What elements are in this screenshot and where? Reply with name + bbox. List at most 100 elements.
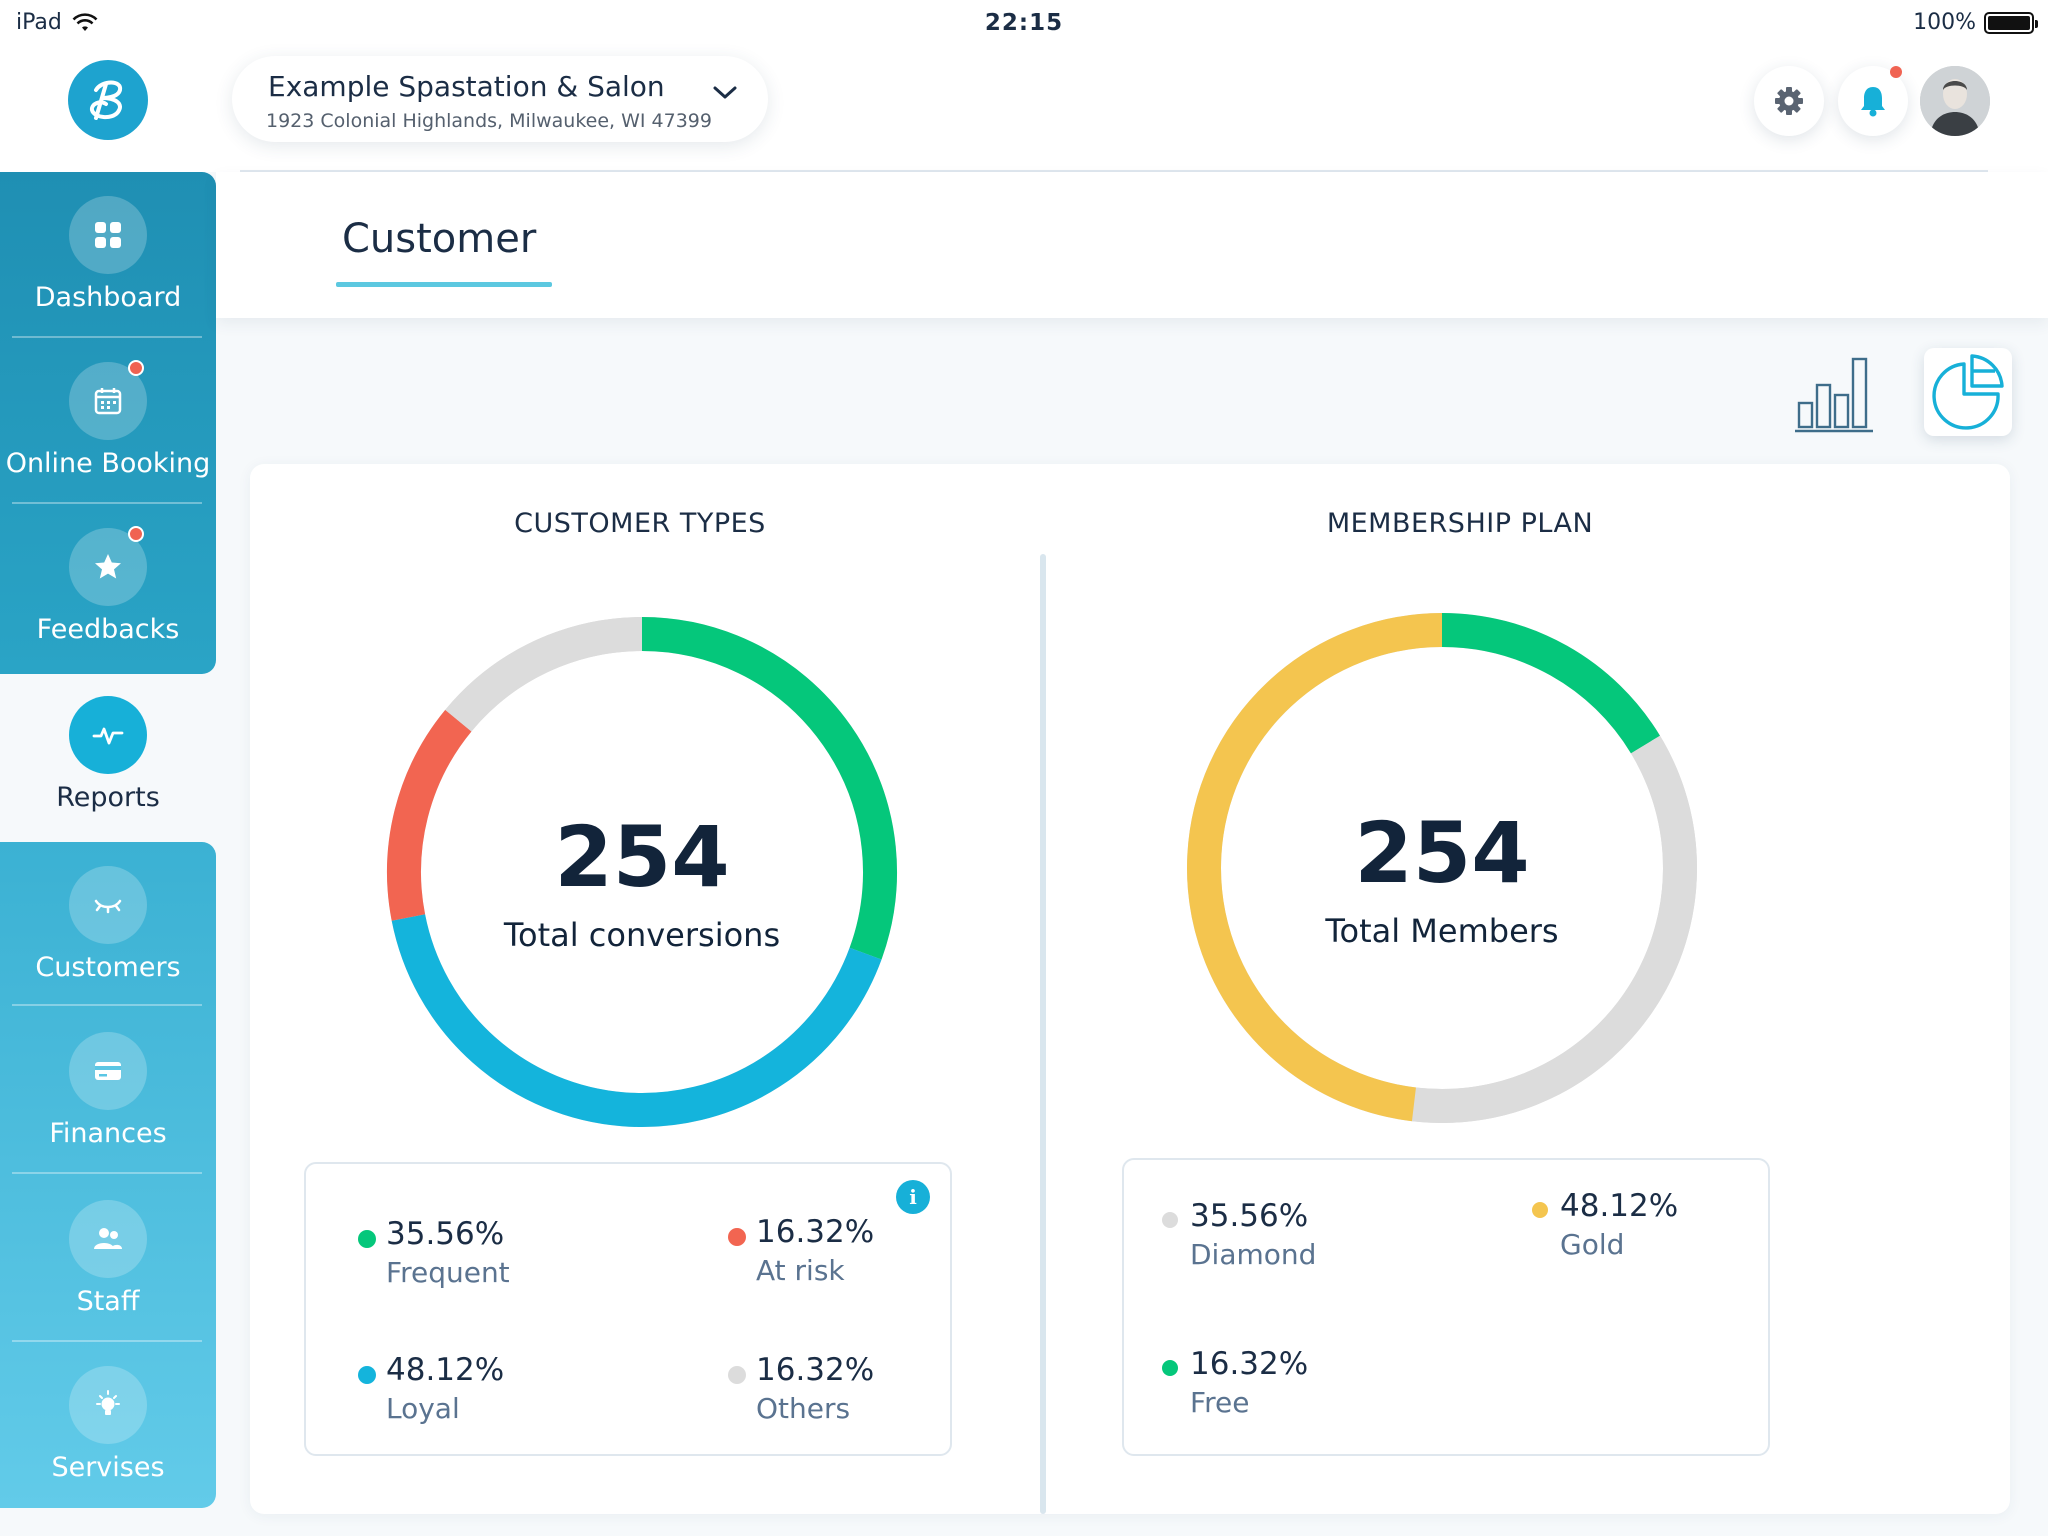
- device-name: iPad: [16, 10, 62, 35]
- battery-icon: [1984, 11, 2038, 34]
- donut-segment-gold: [1187, 613, 1443, 1122]
- sidebar-item-online-booking[interactable]: Online Booking: [0, 338, 216, 504]
- membership-plan-title: MEMBERSHIP PLAN: [1326, 508, 1594, 539]
- sidebar-divider: [12, 1172, 202, 1174]
- membership-plan-legend: 35.56% Diamond 48.12% Gold 16.32% Free: [1122, 1158, 1770, 1456]
- status-bar: iPad 22:15 100%: [0, 0, 2048, 48]
- sidebar-item-label: Online Booking: [5, 448, 211, 479]
- legend-percent: 35.56%: [1190, 1198, 1309, 1234]
- brand-logo-icon: [89, 80, 123, 120]
- donut-segment-loyal: [391, 914, 882, 1127]
- bulb-icon: [69, 1366, 147, 1444]
- sidebar-item-finances[interactable]: Finances: [0, 1008, 216, 1174]
- pie-chart-view-button[interactable]: [1924, 348, 2012, 436]
- legend-dot: [358, 1366, 376, 1384]
- status-left: iPad: [16, 10, 98, 35]
- bell-icon: [1861, 87, 1885, 117]
- sidebar-divider: [12, 1340, 202, 1342]
- legend-percent: 16.32%: [756, 1352, 875, 1388]
- grid-icon: [69, 196, 147, 274]
- feedback-badge: [128, 526, 144, 542]
- legend-label: Gold: [1560, 1228, 1625, 1261]
- donut-segment-others: [445, 617, 643, 732]
- legend-dot: [1532, 1202, 1548, 1218]
- legend-dot: [728, 1228, 746, 1246]
- people-icon: [69, 1200, 147, 1278]
- pulse-icon: [69, 696, 147, 774]
- page-title[interactable]: Customer: [342, 216, 537, 262]
- sidebar-item-label: Reports: [56, 782, 160, 813]
- customer-types-title: CUSTOMER TYPES: [514, 508, 766, 539]
- legend-label: Others: [756, 1392, 851, 1425]
- settings-icon: [1775, 87, 1803, 115]
- calendar-icon: [69, 362, 147, 440]
- legend-dot: [1162, 1360, 1178, 1376]
- customer-types-total-label: Total conversions: [503, 916, 781, 954]
- sidebar-item-customers[interactable]: Customers: [0, 842, 216, 1008]
- legend-dot: [358, 1230, 376, 1248]
- sidebar-group-top: [0, 172, 216, 674]
- legend-dot: [728, 1366, 746, 1384]
- sidebar-item-label: Dashboard: [34, 282, 182, 313]
- legend-dot: [1162, 1212, 1178, 1228]
- legend-percent: 35.56%: [386, 1216, 505, 1252]
- donut-segment-free: [1441, 613, 1660, 754]
- legend-label: At risk: [756, 1254, 845, 1287]
- header-divider: [240, 170, 1988, 172]
- top-header: Example Spastation & Salon 1923 Colonial…: [0, 48, 2048, 172]
- bar-chart-icon: [1795, 357, 1873, 433]
- donut-segment-frequent: [641, 617, 897, 960]
- sidebar-group-bottom: [0, 842, 216, 1508]
- membership-plan-donut: [1187, 613, 1697, 1123]
- status-right: 100%: [1913, 10, 2038, 35]
- sidebar-item-label: Staff: [76, 1286, 140, 1317]
- sidebar-divider: [12, 336, 202, 338]
- legend-percent: 48.12%: [1560, 1188, 1679, 1224]
- chevron-down-icon: [713, 86, 737, 99]
- bar-chart-view-button[interactable]: [1790, 348, 1878, 436]
- avatar[interactable]: [1920, 66, 1990, 136]
- wifi-icon: [72, 12, 98, 31]
- sidebar-item-label: Servises: [51, 1452, 165, 1483]
- sidebar-item-reports[interactable]: Reports: [0, 672, 216, 838]
- legend-percent: 48.12%: [386, 1352, 505, 1388]
- tab-underline: [336, 282, 552, 287]
- pie-chart-icon: [1932, 354, 2004, 430]
- sidebar-item-label: Customers: [35, 952, 181, 983]
- legend-label: Diamond: [1190, 1238, 1317, 1271]
- notification-badge: [1890, 66, 1902, 78]
- donut-segment-at-risk: [387, 709, 472, 921]
- eye-closed-icon: [69, 866, 147, 944]
- card-divider: [1040, 554, 1046, 1514]
- brand-logo[interactable]: [68, 60, 148, 140]
- membership-plan-total-label: Total Members: [1325, 912, 1559, 950]
- donut-segment-diamond: [1411, 735, 1697, 1123]
- clock: 22:15: [984, 10, 1064, 36]
- sidebar-item-staff[interactable]: Staff: [0, 1176, 216, 1342]
- customer-types-total: 254: [554, 808, 730, 906]
- legend-label: Frequent: [386, 1256, 510, 1289]
- membership-plan-total: 254: [1354, 804, 1530, 902]
- legend-label: Loyal: [386, 1392, 460, 1425]
- sidebar-divider: [12, 1004, 202, 1006]
- sidebar: Dashboard Online Booking Feedbacks: [0, 172, 216, 1510]
- legend-percent: 16.32%: [756, 1214, 875, 1250]
- sidebar-item-dashboard[interactable]: Dashboard: [0, 172, 216, 338]
- sidebar-divider: [12, 502, 202, 504]
- sidebar-item-label: Feedbacks: [36, 614, 180, 645]
- settings-button[interactable]: [1754, 66, 1824, 136]
- location-selector[interactable]: Example Spastation & Salon 1923 Colonial…: [232, 56, 768, 142]
- notifications-button[interactable]: [1838, 66, 1908, 136]
- location-name: Example Spastation & Salon: [268, 70, 665, 103]
- battery-percent: 100%: [1913, 10, 1976, 35]
- customer-types-donut: [387, 617, 897, 1127]
- legend-label: Free: [1190, 1386, 1250, 1419]
- page-title-band: Customer: [216, 172, 2048, 318]
- sidebar-item-feedbacks[interactable]: Feedbacks: [0, 504, 216, 670]
- user-photo: [1920, 66, 1990, 136]
- sidebar-item-label: Finances: [49, 1118, 167, 1149]
- legend-percent: 16.32%: [1190, 1346, 1309, 1382]
- info-icon[interactable]: i: [896, 1180, 930, 1214]
- sidebar-item-services[interactable]: Servises: [0, 1342, 216, 1508]
- customer-types-legend: i 35.56% Frequent 16.32% At risk 48.12% …: [304, 1162, 952, 1456]
